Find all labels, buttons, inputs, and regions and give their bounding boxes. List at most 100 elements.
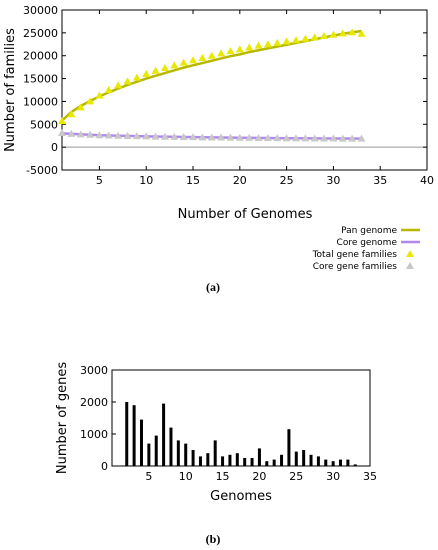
- marker-core-gene-families: [320, 134, 329, 142]
- marker-total-gene-families: [329, 30, 338, 38]
- marker-core-gene-families: [273, 134, 282, 142]
- bar: [235, 453, 239, 466]
- y-tick-label-a: 15000: [23, 73, 58, 86]
- y-tick-label-a: 30000: [23, 4, 58, 17]
- x-tick-label-a: 25: [280, 174, 294, 187]
- marker-core-gene-families: [357, 134, 366, 142]
- bar: [169, 427, 173, 466]
- y-tick-label-a: -5000: [26, 164, 58, 177]
- x-tick-label-b: 10: [179, 470, 193, 483]
- y-tick-label-a: 5000: [30, 118, 58, 131]
- x-tick-label-b: 5: [145, 470, 152, 483]
- x-axis-label-a: Number of Genomes: [178, 207, 313, 222]
- x-tick-label-b: 30: [326, 470, 340, 483]
- bar: [331, 461, 335, 466]
- plot-area-a: [61, 9, 428, 171]
- x-tick-label-a: 35: [373, 174, 387, 187]
- y-tick-label-a: 0: [51, 141, 58, 154]
- y-tick-label-a: 25000: [23, 27, 58, 40]
- marker-total-gene-families: [357, 29, 366, 37]
- x-tick-label-a: 5: [96, 174, 103, 187]
- marker-core-gene-families: [235, 133, 244, 141]
- marker-core-gene-families: [245, 133, 254, 141]
- y-tick-label-a: 10000: [23, 95, 58, 108]
- legend-label-core-gene-families: Core gene families: [313, 262, 398, 272]
- marker-core-gene-families: [291, 134, 300, 142]
- bar: [132, 405, 136, 466]
- x-tick-label-b: 35: [363, 470, 377, 483]
- panel-label-b: (b): [206, 532, 221, 546]
- marker-core-gene-families: [207, 133, 216, 141]
- marker-total-gene-families: [151, 66, 160, 74]
- legend-label-pan-genome: Pan genome: [341, 226, 397, 236]
- marker-total-gene-families: [217, 49, 226, 57]
- bar: [184, 443, 188, 466]
- marker-total-gene-families: [235, 45, 244, 53]
- marker-core-gene-families: [301, 134, 310, 142]
- chart-a: -5000 0 5000 10000 15000 20000 25000 30000 5 10 15…: [3, 4, 434, 294]
- marker-core-gene-families: [338, 134, 347, 142]
- legend-label-core-genome: Core genome: [337, 238, 398, 248]
- bar: [147, 443, 151, 466]
- bar: [309, 454, 313, 466]
- marker-core-gene-families: [263, 134, 272, 142]
- marker-core-gene-families: [58, 128, 66, 136]
- marker-total-gene-families: [338, 29, 347, 37]
- marker-total-gene-families: [263, 40, 272, 48]
- marker-total-gene-families: [254, 41, 263, 49]
- legend-a: Pan genome Core genome Total gene famili…: [312, 226, 420, 272]
- bar: [339, 459, 343, 466]
- y-tick-label-a: 20000: [23, 50, 58, 63]
- y-tick-label-b: 1000: [80, 428, 108, 441]
- y-tick-label-b: 3000: [80, 364, 108, 377]
- marker-core-gene-families: [310, 134, 319, 142]
- marker-total-gene-families: [291, 36, 300, 44]
- bar: [294, 451, 298, 466]
- bar: [353, 464, 357, 466]
- marker-total-gene-families: [189, 56, 198, 64]
- x-tick-label-a: 40: [420, 174, 434, 187]
- marker-core-gene-families: [170, 132, 179, 140]
- bar: [162, 403, 166, 466]
- x-axis-label-b: Genomes: [210, 489, 272, 504]
- marker-total-gene-families: [245, 43, 254, 51]
- marker-core-gene-families: [160, 132, 169, 140]
- bar: [257, 448, 261, 466]
- marker-core-gene-families: [95, 131, 104, 139]
- x-tick-label-a: 10: [139, 174, 153, 187]
- x-tick-label-b: 15: [216, 470, 230, 483]
- marker-core-gene-families: [329, 134, 338, 142]
- chart-b: 0 1000 2000 3000 5 10 15 20 25 30 35 Number of gen…: [55, 362, 377, 546]
- marker-total-gene-families: [67, 110, 76, 118]
- legend-label-total-gene-families: Total gene families: [312, 250, 398, 260]
- bar: [125, 402, 129, 466]
- marker-total-gene-families: [132, 73, 141, 81]
- bar: [221, 456, 225, 466]
- bar: [176, 440, 180, 466]
- bar: [302, 450, 306, 466]
- marker-total-gene-families: [104, 86, 113, 93]
- marker-total-gene-families: [320, 32, 329, 40]
- marker-core-gene-families: [179, 133, 188, 141]
- bar: [198, 456, 202, 466]
- x-tick-label-b: 25: [289, 470, 303, 483]
- marker-core-gene-families: [67, 129, 76, 137]
- marker-total-gene-families: [207, 51, 216, 59]
- marker-total-gene-families: [282, 37, 291, 45]
- marker-core-gene-families: [151, 132, 160, 140]
- bar: [287, 429, 291, 466]
- marker-core-gene-families: [254, 134, 263, 141]
- marker-total-gene-families: [310, 33, 319, 41]
- marker-core-gene-families: [217, 133, 226, 141]
- y-axis-label-a: Number of families: [3, 28, 18, 152]
- bar: [191, 450, 195, 466]
- marker-core-gene-families: [198, 133, 207, 141]
- marker-total-gene-families: [273, 38, 282, 46]
- marker-total-gene-families: [123, 77, 132, 85]
- marker-total-gene-families: [198, 54, 207, 61]
- marker-total-gene-families: [170, 61, 179, 69]
- marker-core-gene-families: [86, 130, 95, 138]
- legend-marker-core-gene-families: [406, 262, 414, 269]
- marker-total-gene-families: [160, 64, 169, 72]
- bar: [324, 459, 328, 466]
